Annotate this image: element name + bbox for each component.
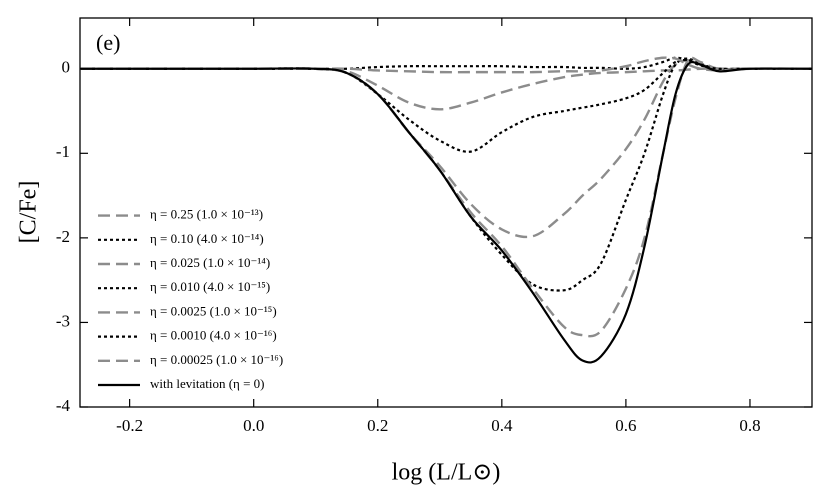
y-tick-label: -1 — [56, 142, 70, 161]
x-tick-label: 0.8 — [739, 416, 760, 435]
series-line — [80, 67, 812, 111]
plot-frame — [79, 17, 813, 408]
series-line — [80, 56, 813, 74]
y-tick-label: -4 — [56, 396, 71, 415]
legend-label: η = 0.010 (4.0 × 10⁻¹⁵) — [150, 279, 270, 294]
legend-label: η = 0.10 (4.0 × 10⁻¹⁴) — [150, 231, 264, 246]
x-tick-label: 0.6 — [615, 416, 636, 435]
series-line — [80, 56, 812, 338]
y-tick-label: 0 — [62, 58, 71, 77]
y-tick-label: -2 — [56, 227, 70, 246]
x-tick-label: 0.2 — [367, 416, 388, 435]
panel-label: (e) — [96, 30, 120, 55]
x-axis-label: log (L/L⊙) — [392, 460, 501, 486]
series-line — [80, 59, 812, 292]
series-line — [80, 59, 812, 239]
y-tick-label: -3 — [56, 311, 70, 330]
legend-label: η = 0.25 (1.0 × 10⁻¹³) — [150, 207, 263, 222]
series-line — [80, 60, 813, 364]
x-tick-label: 0.0 — [243, 416, 264, 435]
y-axis-label: [C/Fe] — [16, 181, 42, 244]
series-line — [80, 57, 812, 153]
legend-label: with levitation (η = 0) — [150, 376, 265, 391]
legend-label: η = 0.025 (1.0 × 10⁻¹⁴) — [150, 255, 270, 270]
x-tick-label: -0.2 — [116, 416, 143, 435]
legend-label: η = 0.00025 (1.0 × 10⁻¹⁶) — [150, 352, 283, 367]
series-line — [80, 56, 812, 71]
x-tick-label: 0.4 — [491, 416, 513, 435]
legend-label: η = 0.0025 (1.0 × 10⁻¹⁵) — [150, 303, 277, 318]
legend-label: η = 0.0010 (4.0 × 10⁻¹⁶) — [150, 328, 277, 343]
